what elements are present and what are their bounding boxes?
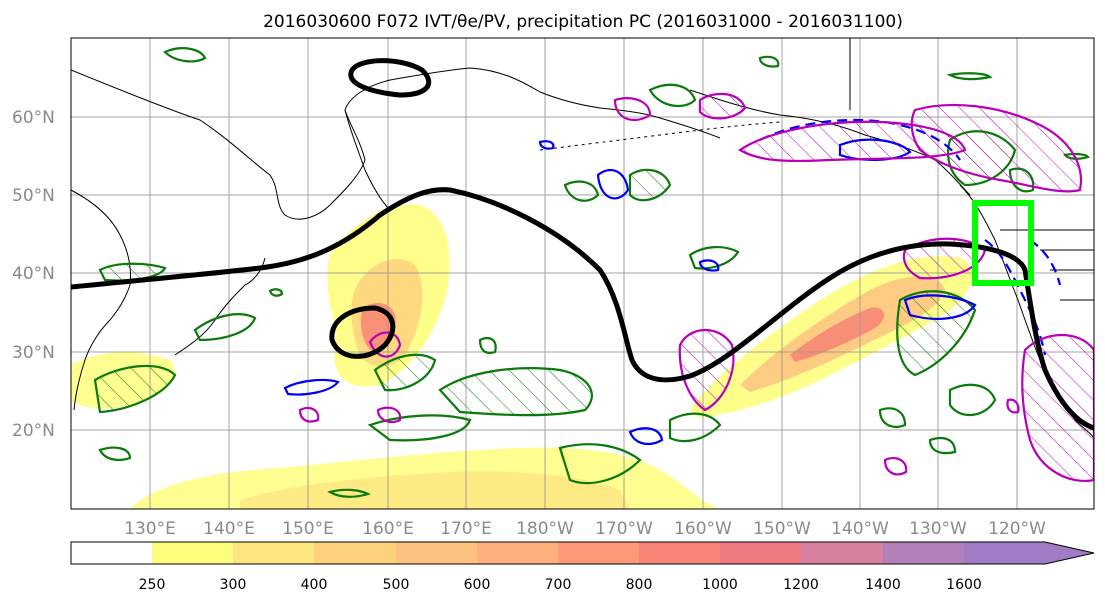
lon-label-170w: 170°W (595, 519, 653, 539)
border-state-1 (1040, 249, 1094, 301)
colorbar-tick-1400: 1400 (865, 577, 901, 593)
coast-aleutians (539, 121, 781, 151)
green-contour-ne3 (946, 72, 993, 81)
magenta-contour-e2 (910, 103, 1083, 193)
colorbar: 250 300 400 500 600 700 800 1000 1200 14… (70, 541, 1095, 593)
lon-label-140e: 140°E (203, 519, 255, 539)
green-contour-se1 (668, 412, 722, 443)
colorbar-tick-1000: 1000 (702, 577, 738, 593)
green-contour-se2 (758, 55, 780, 68)
colorbar-seg-1 (152, 542, 233, 564)
lat-label-50: 50°N (12, 186, 55, 206)
magenta-contour-c1 (368, 331, 402, 358)
green-contour-c6 (478, 336, 497, 354)
lon-label-160e: 160°E (362, 519, 414, 539)
magenta-contour-e3 (902, 237, 987, 280)
coast-kamchatka (344, 109, 391, 211)
colorbar-tick-250: 250 (139, 577, 166, 593)
lon-label-180w: 180°W (516, 519, 574, 539)
green-contour-c5 (327, 488, 371, 498)
green-contour-w2 (93, 364, 177, 414)
green-contour-c4 (558, 443, 642, 485)
colorbar-seg-4 (396, 542, 477, 564)
lon-label-170e: 170°E (440, 519, 492, 539)
magenta-contour-se (1021, 333, 1094, 483)
blue-contour-e2 (903, 294, 977, 320)
colorbar-tick-700: 700 (545, 577, 572, 593)
green-contour-n3 (563, 180, 600, 202)
magenta-contour-s2 (1006, 398, 1020, 414)
lat-label-40: 40°N (12, 264, 55, 284)
colorbar-seg-2 (233, 542, 314, 564)
black-contours (71, 58, 1094, 431)
colorbar-seg-10 (883, 542, 964, 564)
coast-japan (174, 257, 266, 356)
magenta-contour-n2 (613, 97, 652, 122)
green-contour-c1 (373, 353, 437, 392)
colorbar-tick-1600: 1600 (946, 577, 982, 593)
magenta-contours (298, 92, 1094, 483)
colorbar-tick-300: 300 (220, 577, 247, 593)
green-contour-n2 (648, 83, 697, 108)
black-contour-main (71, 187, 1094, 431)
lon-label-120w: 120°W (988, 519, 1046, 539)
magenta-contour-s1 (883, 456, 908, 476)
colorbar-seg-8 (720, 542, 801, 564)
green-contour-w4 (98, 446, 132, 461)
blue-contour-e6 (698, 259, 720, 272)
map-frame (70, 37, 1095, 510)
lat-label-60: 60°N (12, 108, 55, 128)
magenta-contour-c2 (298, 406, 320, 423)
colorbar-tick-400: 400 (301, 577, 328, 593)
green-contour-n1 (628, 168, 672, 202)
colorbar-seg-9 (801, 542, 883, 564)
colorbar-seg-3 (314, 542, 396, 564)
lon-label-130w: 130°W (909, 519, 967, 539)
colorbar-seg-0 (71, 542, 152, 564)
colorbar-extend-arrow (964, 542, 1094, 564)
blue-contour-n1 (538, 140, 555, 150)
blue-contour-c3 (628, 427, 664, 446)
green-contour-e2 (948, 383, 997, 416)
longitude-labels: 130°E 140°E 150°E 160°E 170°E 180°W 170°… (124, 519, 1046, 539)
lon-label-150e: 150°E (282, 519, 334, 539)
black-contour-ring-central (329, 305, 396, 359)
green-contour-e4 (928, 436, 957, 455)
map-title: 2016030600 F072 IVT/θe/PV, precipitation… (263, 12, 903, 32)
lon-label-130e: 130°E (124, 519, 176, 539)
magenta-contour-n1 (698, 92, 747, 120)
lat-label-20: 20°N (12, 421, 55, 441)
colorbar-seg-7 (639, 542, 720, 564)
ivt-shade-east-core (790, 307, 885, 362)
coast-asia (71, 67, 721, 220)
blue-contour-c2 (596, 168, 630, 200)
region-box (972, 200, 1034, 286)
colorbar-outline (70, 541, 1095, 565)
lon-label-150w: 150°W (753, 519, 811, 539)
ivt-shade-southern-inner (240, 471, 630, 509)
colorbar-tick-600: 600 (464, 577, 491, 593)
colorbar-tick-800: 800 (626, 577, 653, 593)
magenta-contour-c3 (376, 406, 402, 424)
colorbar-tick-1200: 1200 (783, 577, 819, 593)
green-contour-nw (163, 47, 207, 63)
latitude-labels: 60°N 50°N 40°N 30°N 20°N (12, 108, 55, 441)
green-contour-sea-jp (268, 288, 284, 297)
map-panel (71, 38, 1094, 509)
colorbar-seg-6 (558, 542, 639, 564)
colorbar-tick-500: 500 (383, 577, 410, 593)
ivt-shading (71, 204, 973, 509)
lon-label-140w: 140°W (831, 519, 889, 539)
lon-label-160w: 160°W (674, 519, 732, 539)
blue-contour-c1 (283, 378, 340, 396)
coast-korea-china (71, 189, 131, 411)
colorbar-seg-5 (477, 542, 558, 564)
black-contour-ring-north (348, 58, 432, 98)
lat-label-30: 30°N (12, 343, 55, 363)
green-contour-c2 (438, 367, 593, 417)
green-contour-e1 (896, 290, 977, 377)
green-contour-w3 (193, 313, 257, 342)
green-contour-e3 (878, 407, 907, 428)
